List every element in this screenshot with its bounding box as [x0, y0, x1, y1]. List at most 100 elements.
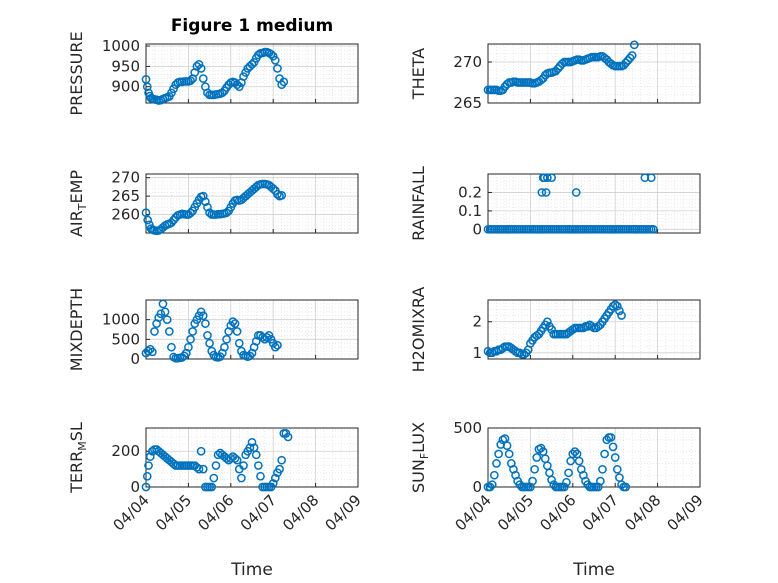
data-point [143, 346, 153, 356]
data-point [502, 441, 512, 451]
x-axis-label-left: Time [230, 560, 273, 580]
data-point [564, 468, 573, 478]
data-point [519, 349, 529, 359]
data-point [551, 66, 561, 76]
x-tick-label: 04/04 [452, 491, 495, 534]
data-point [610, 300, 620, 310]
data-point [198, 464, 208, 474]
data-point [646, 173, 656, 183]
data-point [547, 475, 556, 485]
data-point [615, 473, 624, 482]
data-point [150, 327, 159, 336]
y-tick-label: 0.2 [458, 183, 482, 201]
data-point [629, 40, 639, 50]
x-tick-label: 04/05 [494, 491, 537, 534]
data-point [543, 317, 552, 327]
y-axis-label: SUNFLUX [409, 422, 431, 493]
y-tick-label: 2 [472, 313, 482, 331]
data-point [562, 477, 571, 487]
y-tick-label: 1 [472, 344, 482, 362]
data-point [142, 82, 152, 92]
data-point [545, 468, 554, 478]
axes-box [487, 299, 701, 360]
data-point [196, 446, 206, 456]
data-point [273, 189, 282, 199]
data-point [198, 74, 208, 83]
data-point [596, 476, 605, 486]
data-point [606, 433, 616, 442]
data-point [275, 464, 284, 474]
x-tick-label: 04/09 [322, 491, 365, 534]
data-point [194, 464, 204, 474]
y-axis-label: H2OMIXRA [409, 287, 428, 373]
axes-box [145, 43, 359, 104]
data-point [279, 77, 289, 87]
data-point [209, 473, 219, 483]
data-point [515, 348, 525, 358]
y-tick-label: 900 [111, 78, 140, 96]
y-tick-label: 500 [453, 419, 482, 437]
data-point [222, 208, 231, 218]
data-point [623, 56, 633, 65]
data-point [621, 482, 631, 492]
data-point [547, 173, 556, 183]
data-point [162, 315, 172, 325]
data-point [142, 471, 152, 481]
data-point [610, 453, 620, 462]
data-point [262, 333, 272, 342]
data-point [617, 311, 626, 320]
subplot-sun_flux: 0 500 04/04 04/05 04/06 04/07 04/08 04/09 SUNFLU… [409, 419, 707, 534]
data-point [270, 342, 280, 352]
data-point [543, 461, 552, 471]
data-point [536, 75, 546, 85]
data-point [192, 62, 202, 71]
data-point [251, 450, 261, 460]
data-point [615, 306, 624, 316]
y-tick-label: 0.1 [458, 202, 482, 220]
data-point [640, 173, 650, 183]
data-point [232, 327, 242, 336]
data-point [201, 319, 210, 328]
x-tick-label: 04/06 [536, 491, 579, 534]
data-point [232, 455, 242, 465]
axes-box [487, 43, 701, 104]
y-tick-label: 0 [130, 478, 140, 496]
data-point [537, 188, 547, 197]
data-point [247, 437, 257, 447]
data-point [268, 479, 278, 488]
data-point [543, 173, 552, 183]
data-point [283, 432, 293, 442]
y-tick-label: 0 [472, 220, 482, 238]
data-point [186, 334, 195, 344]
data-point [158, 299, 168, 309]
data-point [148, 347, 157, 357]
data-point [608, 442, 618, 452]
data-point [553, 64, 563, 73]
x-tick-label: 04/04 [110, 491, 153, 534]
x-tick-label: 04/07 [579, 491, 622, 534]
y-tick-label: 500 [111, 330, 140, 348]
data-point [217, 88, 227, 98]
y-axis-label: RAINFALL [409, 166, 428, 241]
y-tick-label: 1000 [102, 37, 140, 55]
data-point [245, 443, 255, 453]
data-point [230, 454, 240, 463]
data-point [625, 53, 635, 63]
y-tick-label: 0 [472, 478, 482, 496]
data-point [156, 309, 166, 319]
data-point [559, 482, 569, 492]
subplot-h2omixra: 1 2 H2OMIXRA [409, 287, 701, 373]
data-point [602, 435, 612, 445]
data-point [541, 188, 551, 197]
data-point [504, 449, 514, 459]
y-axis-label: THETA [409, 48, 428, 100]
data-point [186, 76, 195, 85]
data-point [198, 311, 208, 321]
y-axis-label: TERRMSL [67, 422, 89, 494]
data-point [485, 482, 495, 492]
data-point [234, 338, 244, 348]
y-axis-label: MIXDEPTH [67, 288, 86, 371]
data-point [570, 447, 580, 456]
